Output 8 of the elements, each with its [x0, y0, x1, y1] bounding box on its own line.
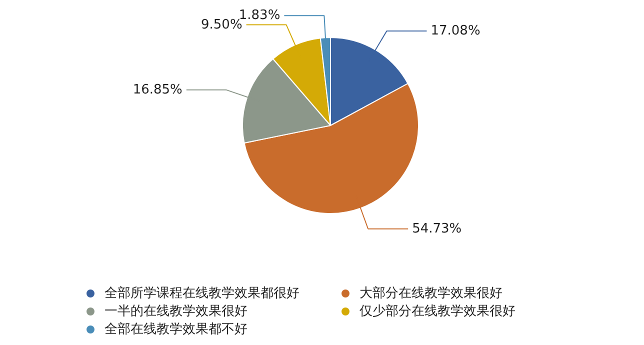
- data-label: 16.85%: [132, 82, 182, 98]
- legend-label: 仅少部分在线教学效果很好: [360, 304, 516, 319]
- legend-label: 大部分在线教学效果很好: [360, 286, 502, 301]
- legend-label: 一半的在线教学效果很好: [104, 304, 248, 319]
- data-label: 17.08%: [430, 23, 480, 38]
- legend-label: 全部在线教学效果都不好: [104, 322, 248, 337]
- data-label: 54.73%: [412, 221, 462, 236]
- legend-label: 全部所学课程在线教学效果都很好: [104, 286, 300, 301]
